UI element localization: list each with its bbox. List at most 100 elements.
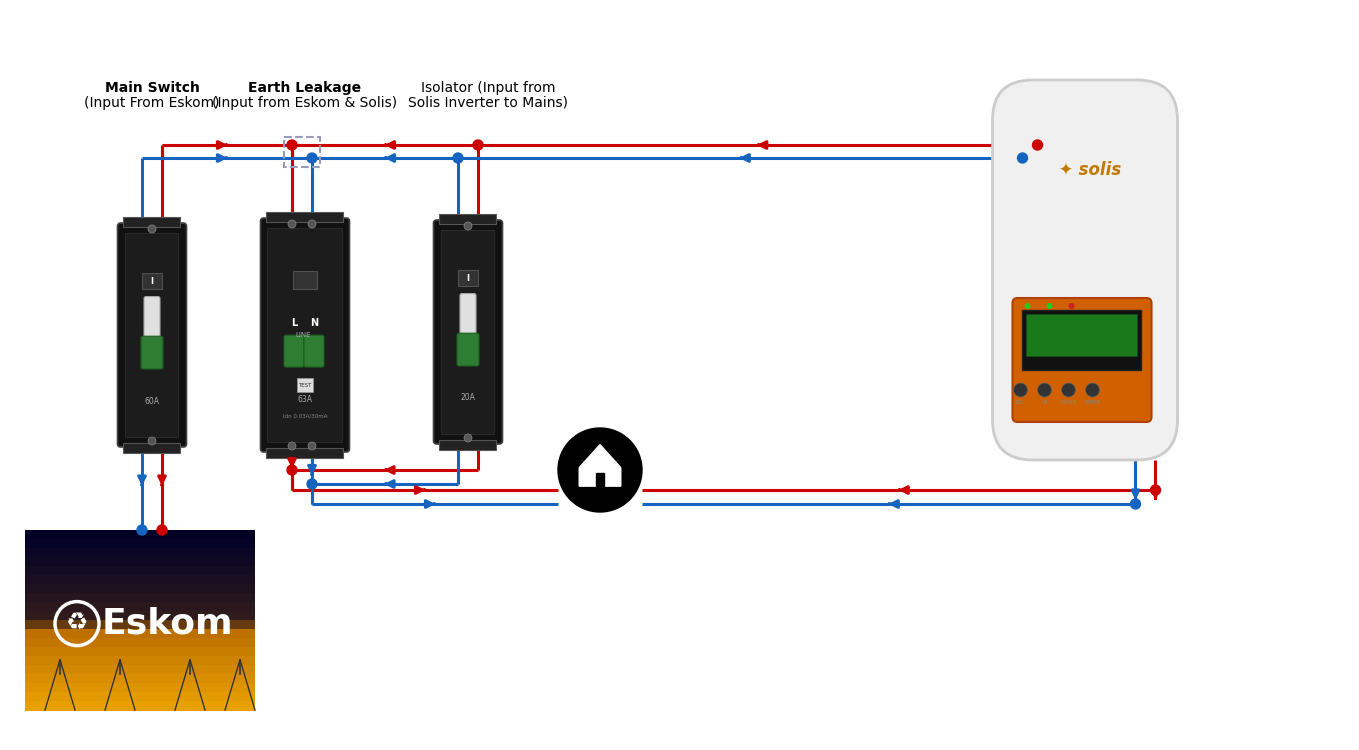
Circle shape [1014,383,1027,397]
Circle shape [137,525,147,535]
Bar [439,214,496,224]
Text: 63A: 63A [298,395,313,404]
Text: ESC: ESC [1015,400,1025,406]
Bar [24,530,255,629]
Circle shape [473,140,482,150]
Text: I: I [466,274,469,283]
Text: LINE: LINE [295,332,311,338]
Circle shape [287,140,298,150]
Bar [24,593,255,602]
Circle shape [1025,303,1030,309]
Text: Main Switch: Main Switch [105,81,200,95]
FancyBboxPatch shape [144,296,160,338]
Text: Isolator (Input from: Isolator (Input from [421,81,556,95]
Bar [24,656,255,666]
Bar [266,212,344,222]
Circle shape [148,225,156,233]
Polygon shape [579,445,621,486]
Bar [24,692,255,701]
FancyBboxPatch shape [459,293,476,335]
Bar [24,647,255,657]
Bar [24,566,255,575]
Bar [124,217,181,227]
FancyBboxPatch shape [992,80,1177,460]
Circle shape [148,437,156,445]
Bar [24,665,255,674]
FancyBboxPatch shape [1012,298,1151,422]
FancyBboxPatch shape [1159,110,1177,430]
Bar [24,692,255,702]
Circle shape [463,222,472,230]
Bar [298,377,313,392]
Circle shape [1046,303,1052,309]
Bar [24,638,255,648]
Circle shape [308,442,317,450]
Bar [24,530,255,539]
Bar [595,473,605,486]
Circle shape [559,428,641,512]
Text: ♻: ♻ [65,611,88,635]
Bar [24,683,255,692]
FancyBboxPatch shape [457,333,478,366]
Bar [24,620,255,630]
Bar [24,638,255,647]
Circle shape [453,153,463,163]
Circle shape [158,525,167,535]
Circle shape [1033,140,1042,150]
Bar [439,440,496,450]
Bar [24,575,255,584]
Bar [24,647,255,656]
Text: UP: UP [1041,400,1048,406]
Bar [24,665,255,675]
FancyBboxPatch shape [304,335,323,367]
Text: L: L [291,319,298,328]
Circle shape [288,442,296,450]
Circle shape [287,465,298,475]
Bar [24,656,255,665]
Bar [24,584,255,593]
Bar [24,629,255,639]
Bar [24,602,255,611]
Circle shape [1061,383,1075,397]
Bar [1022,310,1142,370]
Bar [458,271,478,286]
Text: (Input from Eskom & Solis): (Input from Eskom & Solis) [212,96,398,110]
Text: 60A: 60A [144,397,159,406]
Text: N: N [310,319,318,328]
Circle shape [1018,153,1027,163]
Circle shape [307,153,317,163]
Bar [294,271,317,289]
Bar [24,683,255,693]
Text: ✦ solis: ✦ solis [1059,161,1121,179]
Circle shape [308,220,317,228]
Bar [24,701,255,711]
Text: 20A: 20A [461,394,476,403]
Bar [125,233,178,437]
FancyBboxPatch shape [261,218,349,452]
Bar [24,674,255,684]
Text: Solis Inverter to Mains): Solis Inverter to Mains) [408,96,568,110]
Bar [24,557,255,566]
Text: TEST: TEST [299,383,311,388]
FancyBboxPatch shape [117,223,186,447]
Text: ENTER: ENTER [1084,400,1101,406]
Bar [124,443,181,453]
FancyBboxPatch shape [434,220,503,444]
Bar [24,548,255,557]
Bar [24,629,255,638]
Circle shape [1086,383,1099,397]
Circle shape [288,220,296,228]
Bar [268,228,342,442]
Bar [24,674,255,683]
Text: 4G Series: 4G Series [1076,410,1129,420]
Text: Idn 0.03A/30mA: Idn 0.03A/30mA [283,413,328,418]
Bar [24,620,255,629]
Circle shape [1037,383,1052,397]
Bar [284,137,319,167]
Circle shape [1131,499,1140,509]
Circle shape [307,479,317,489]
Circle shape [1068,303,1075,309]
Circle shape [463,434,472,442]
Text: DOWN: DOWN [1060,400,1076,406]
Bar [24,611,255,620]
